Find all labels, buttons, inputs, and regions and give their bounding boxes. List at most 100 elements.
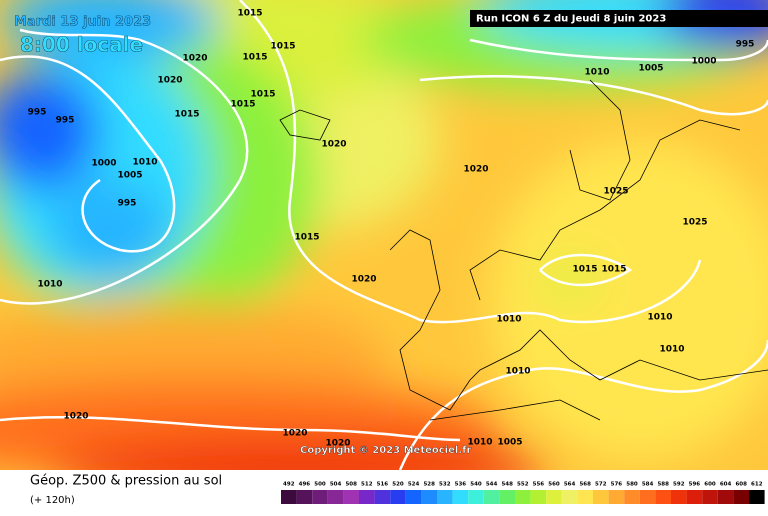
- isobar-label: 1020: [351, 275, 376, 285]
- isobar-label: 995: [736, 40, 755, 50]
- scale-swatch: [749, 490, 765, 504]
- isobar-label: 1015: [294, 233, 319, 243]
- scale-swatch: [483, 490, 500, 504]
- scale-label: 548: [501, 482, 513, 488]
- isobar-label: 1015: [601, 265, 626, 275]
- isobar-label: 1005: [497, 438, 522, 448]
- scale-label: 528: [423, 482, 435, 488]
- copyright: Copyright © 2023 Meteociel.fr: [300, 445, 471, 456]
- scale-swatch: [452, 490, 469, 504]
- scale-label: 552: [517, 482, 529, 488]
- scale-swatch: [468, 490, 484, 504]
- scale-label: 524: [408, 482, 420, 488]
- isobar-label: 1020: [325, 439, 350, 449]
- legend-subtitle: (+ 120h): [30, 495, 75, 506]
- isobar-label: 1015: [250, 90, 275, 100]
- scale-swatch: [437, 490, 453, 504]
- scale-swatch: [374, 490, 391, 504]
- scale-label: 596: [689, 482, 701, 488]
- isobar-label: 1010: [467, 438, 492, 448]
- scale-swatch: [359, 490, 375, 504]
- isobar-label: 1005: [117, 171, 142, 181]
- isobar-label: 1015: [270, 42, 295, 52]
- scale-swatch: [624, 490, 640, 504]
- scale-swatch: [343, 490, 359, 504]
- isobar-label: 1000: [91, 159, 116, 169]
- scale-label: 500: [314, 482, 326, 488]
- scale-swatch: [577, 490, 593, 504]
- isobar-label: 1015: [242, 53, 267, 63]
- scale-label: 592: [673, 482, 685, 488]
- isobar-label: 1015: [174, 110, 199, 120]
- isobar-label: 1025: [682, 218, 707, 228]
- scale-label: 600: [704, 482, 716, 488]
- scale-swatch: [561, 490, 578, 504]
- scale-label: 556: [533, 482, 545, 488]
- isobar-label: 1015: [230, 100, 255, 110]
- scale-label: 540: [470, 482, 482, 488]
- isobar-label: 1010: [132, 158, 157, 168]
- isobar-label: 1005: [638, 64, 663, 74]
- scale-swatch: [530, 490, 547, 504]
- isobar-label: 1010: [505, 367, 530, 377]
- scale-label: 580: [626, 482, 638, 488]
- scale-label: 584: [642, 482, 654, 488]
- isobar-label: 995: [118, 199, 137, 209]
- isobar-label: 1010: [496, 315, 521, 325]
- scale-swatch: [717, 490, 734, 504]
- scale-swatch: [312, 490, 328, 504]
- run-info: Run ICON 6 Z du Jeudi 8 juin 2023: [476, 14, 666, 25]
- isobars: [0, 0, 768, 470]
- isobar-label: 1010: [659, 345, 684, 355]
- isobar-label: 1015: [237, 9, 262, 19]
- scale-swatch: [608, 490, 625, 504]
- scale-swatch: [639, 490, 656, 504]
- scale-label: 568: [579, 482, 591, 488]
- isobar-label: 1020: [282, 429, 307, 439]
- scale-swatch: [281, 490, 297, 504]
- scale-swatch: [593, 490, 609, 504]
- isobar-label: 1020: [63, 412, 88, 422]
- scale-swatch: [499, 490, 515, 504]
- isobar-label: 1010: [647, 313, 672, 323]
- scale-swatch: [686, 490, 703, 504]
- isobar-label: 995: [28, 108, 47, 118]
- scale-label: 588: [657, 482, 669, 488]
- scale-label: 572: [595, 482, 607, 488]
- scale-swatch: [390, 490, 406, 504]
- scale-label: 536: [455, 482, 467, 488]
- scale-label: 492: [283, 482, 295, 488]
- scale-swatch: [405, 490, 422, 504]
- scale-label: 608: [735, 482, 747, 488]
- scale-label: 612: [751, 482, 763, 488]
- scale-label: 560: [548, 482, 560, 488]
- scale-label: 576: [611, 482, 623, 488]
- scale-swatch: [733, 490, 749, 504]
- isobar-label: 1020: [157, 76, 182, 86]
- isobar-label: 1020: [321, 140, 346, 150]
- isobar-label: 1000: [691, 57, 716, 67]
- field: [0, 0, 768, 470]
- isobar-label: 1025: [603, 187, 628, 197]
- scale-label: 520: [392, 482, 404, 488]
- isobar-label: 1020: [463, 165, 488, 175]
- run-box: [470, 10, 768, 27]
- scale-label: 508: [345, 482, 357, 488]
- isobar-label: 1010: [584, 68, 609, 78]
- scale-label: 544: [486, 482, 498, 488]
- scale-swatch: [546, 490, 562, 504]
- scale-label: 516: [377, 482, 389, 488]
- isobar-label: 1020: [182, 54, 207, 64]
- scale-swatch: [671, 490, 687, 504]
- scale-swatch: [515, 490, 531, 504]
- date: Mardi 13 juin 2023: [14, 15, 151, 30]
- coastlines: [279, 79, 768, 421]
- isobar-label: 995: [56, 116, 75, 126]
- scale-label: 504: [330, 482, 342, 488]
- scale-label: 532: [439, 482, 451, 488]
- scale-swatch: [296, 490, 313, 504]
- scale-swatch: [702, 490, 718, 504]
- scale-label: 564: [564, 482, 576, 488]
- scale-label: 512: [361, 482, 373, 488]
